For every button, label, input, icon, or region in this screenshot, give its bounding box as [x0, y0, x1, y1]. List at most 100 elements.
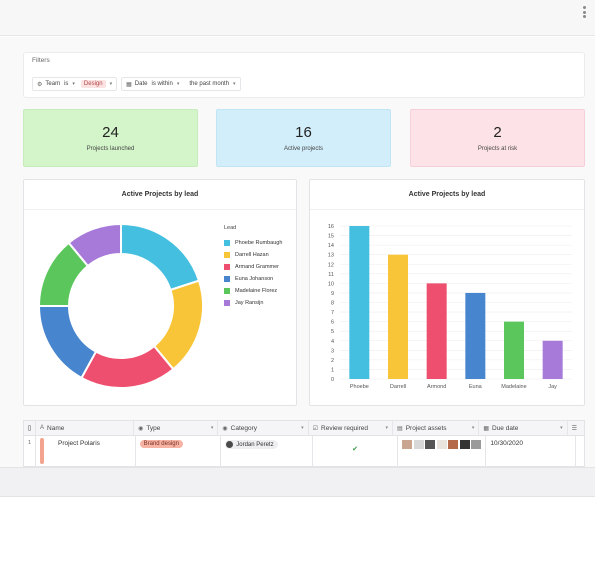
legend-swatch [224, 252, 230, 258]
cell-overflow[interactable] [576, 436, 584, 467]
single-select-icon: ◉ [138, 425, 144, 432]
x-tick-label: Jay [548, 384, 557, 390]
asset-thumbnail[interactable] [459, 440, 470, 449]
column-header-project-assets[interactable]: ▤ Project assets ▾ [393, 421, 480, 435]
calendar-icon: ▦ [126, 81, 132, 88]
legend-label: Phoebe Rumbaugh [235, 240, 283, 246]
kpi-label: Projects at risk [477, 146, 518, 152]
legend-item: Darrell Hazan [224, 249, 282, 261]
column-header-category[interactable]: ◉ Category ▾ [218, 421, 309, 435]
cell-category[interactable]: Jordan Peretz [221, 436, 313, 467]
chevron-down-icon: ▾ [560, 425, 563, 431]
asset-thumbnail[interactable] [425, 440, 436, 449]
cell-due-date[interactable]: 10/30/2020 [486, 436, 576, 467]
kpi-active-projects: 16 Active projects [216, 109, 391, 167]
donut-slice-jay-ransijn [67, 222, 122, 268]
kpi-projects-launched: 24 Projects launched [23, 109, 198, 167]
column-header-type[interactable]: ◉ Type ▾ [134, 421, 219, 435]
x-tick-label: Phoebe [350, 384, 369, 390]
chevron-down-icon: ▾ [301, 425, 304, 431]
chevron-down-icon: ▾ [210, 425, 214, 431]
donut-slice-euna-johanson [37, 305, 98, 380]
cell-review-required[interactable]: ✔ [313, 436, 399, 467]
date-filter-operator[interactable]: is within [151, 81, 173, 87]
gear-icon: ⚙ [37, 81, 43, 88]
cell-project-assets[interactable] [398, 436, 487, 467]
donut-slice-phoebe-rumbaugh [120, 222, 201, 292]
y-tick-label: 6 [331, 320, 334, 326]
team-filter-value[interactable]: Design [80, 80, 106, 88]
cell-name[interactable]: Project Polaris [36, 436, 136, 467]
y-tick-label: 8 [331, 301, 334, 307]
legend-item: Madelaine Florez [224, 285, 282, 297]
checkmark-icon: ✔ [352, 446, 359, 453]
y-tick-label: 1 [331, 367, 334, 373]
avatar [226, 441, 234, 448]
column-options[interactable]: ☰ [568, 421, 584, 435]
type-pill: Brand design [139, 440, 183, 448]
legend-label: Jay Ransijn [235, 300, 264, 306]
menu-icon: ☰ [571, 425, 577, 432]
chevron-down-icon[interactable]: ▾ [176, 81, 180, 87]
y-tick-label: 0 [331, 377, 334, 383]
kpi-value: 24 [102, 124, 119, 141]
calendar-icon: ▦ [483, 425, 489, 432]
team-filter-field: Team [45, 81, 61, 87]
asset-thumbnail[interactable] [402, 440, 413, 449]
bar-chart-panel: Active Projects by lead 0 1 2 3 4 5 6 7 8 9 10 11 12… [309, 179, 585, 406]
more-options-icon[interactable] [583, 6, 587, 18]
team-filter[interactable]: ⚙ Team is ▾ Design ▾ [32, 77, 118, 91]
donut-chart [37, 222, 204, 389]
bottom-bar [0, 467, 595, 497]
bar-madelaine [504, 321, 524, 379]
select-all-checkbox[interactable] [24, 421, 36, 435]
y-tick-label: 13 [328, 253, 334, 259]
top-toolbar [0, 0, 595, 36]
legend-item: Phoebe Rumbaugh [224, 237, 282, 249]
table-row[interactable]: 1 Project Polaris Brand design Jordan Pe… [24, 436, 584, 467]
cell-type[interactable]: Brand design [136, 436, 222, 467]
column-header-name[interactable]: A Name [36, 421, 135, 435]
y-tick-label: 2 [331, 358, 334, 364]
y-tick-label: 12 [328, 262, 334, 268]
donut-chart-panel: Active Projects by lead Lead Phoebe Rumb… [23, 179, 297, 406]
chevron-down-icon[interactable]: ▾ [109, 81, 113, 87]
column-header-due-date[interactable]: ▦ Due date ▾ [479, 421, 568, 435]
legend-swatch [224, 264, 230, 270]
legend-item: Jay Ransijn [224, 297, 282, 309]
kpi-label: Active projects [283, 146, 323, 152]
donut-chart-title: Active Projects by lead [24, 180, 296, 210]
checkbox-icon: ☑ [312, 425, 319, 432]
team-filter-operator[interactable]: is [64, 81, 69, 87]
bar-armond [426, 283, 447, 379]
legend-item: Armand Grammer [224, 261, 282, 273]
date-filter-value[interactable]: the past month [189, 81, 230, 87]
single-select-icon: ◉ [222, 425, 228, 432]
kpi-projects-at-risk: 2 Projects at risk [410, 109, 585, 167]
legend-swatch [224, 276, 230, 282]
y-tick-label: 10 [328, 281, 334, 287]
y-tick-label: 11 [328, 272, 334, 278]
asset-thumbnail[interactable] [436, 440, 447, 449]
chevron-down-icon[interactable]: ▾ [72, 81, 75, 87]
asset-thumbnail[interactable] [471, 440, 482, 449]
chevron-down-icon[interactable]: ▾ [233, 81, 236, 87]
date-filter[interactable]: ▦ Date is within ▾ the past month ▾ [121, 77, 241, 91]
filters-panel: Filters ⚙ Team is ▾ Design ▾ ▦ Date is w… [23, 52, 585, 98]
date-filter-field: Date [134, 81, 148, 87]
x-tick-label: Darrell [390, 384, 406, 390]
x-tick-label: Madelaine [501, 384, 526, 390]
asset-thumbnail[interactable] [413, 440, 424, 449]
legend-title: Lead [224, 225, 237, 231]
y-tick-label: 16 [328, 224, 334, 230]
y-tick-label: 4 [331, 339, 334, 345]
y-tick-label: 3 [331, 348, 334, 354]
row-color-bar [40, 438, 44, 464]
legend-swatch [224, 300, 230, 306]
legend-item: Euna Johanson [224, 273, 282, 285]
asset-thumbnail[interactable] [448, 440, 459, 449]
y-tick-label: 14 [328, 243, 334, 249]
column-header-review-required[interactable]: ☑ Review required ▾ [309, 421, 394, 435]
legend-swatch [224, 240, 230, 246]
